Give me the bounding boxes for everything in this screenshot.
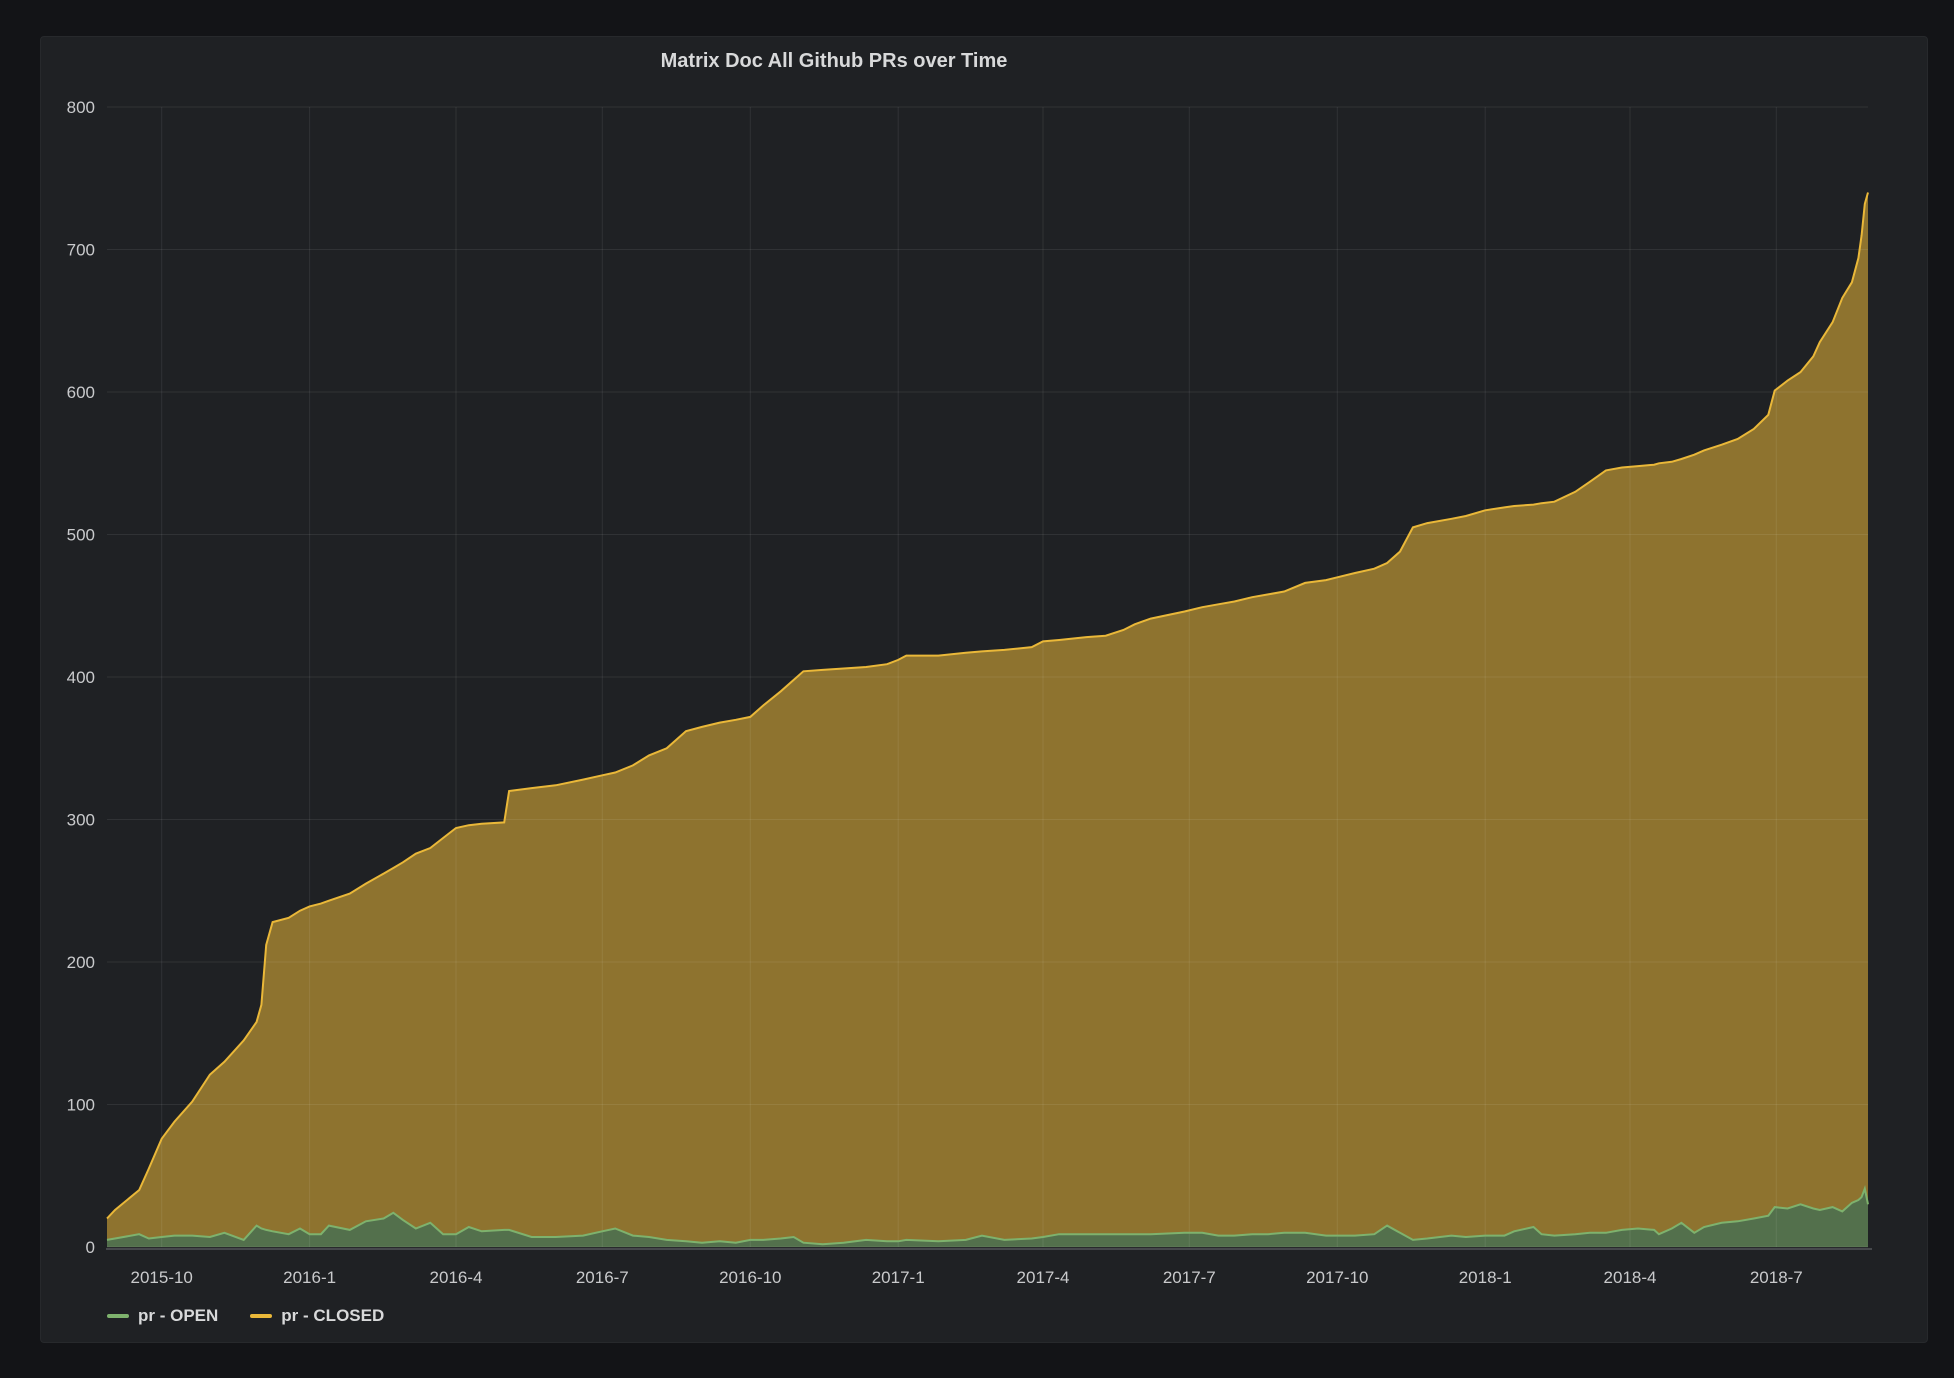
legend-item-closed[interactable]: pr - CLOSED [250,1306,384,1326]
panel-title: Matrix Doc All Github PRs over Time [660,50,1008,72]
legend-color-open-icon [107,1314,129,1318]
chart-panel: Matrix Doc All Github PRs over Time pr -… [40,36,1928,1343]
legend-label-closed: pr - CLOSED [281,1306,385,1325]
legend: pr - OPEN pr - CLOSED [107,1306,384,1326]
legend-label-open: pr - OPEN [138,1306,219,1325]
legend-item-open[interactable]: pr - OPEN [107,1306,218,1326]
legend-color-closed-icon [250,1314,273,1318]
